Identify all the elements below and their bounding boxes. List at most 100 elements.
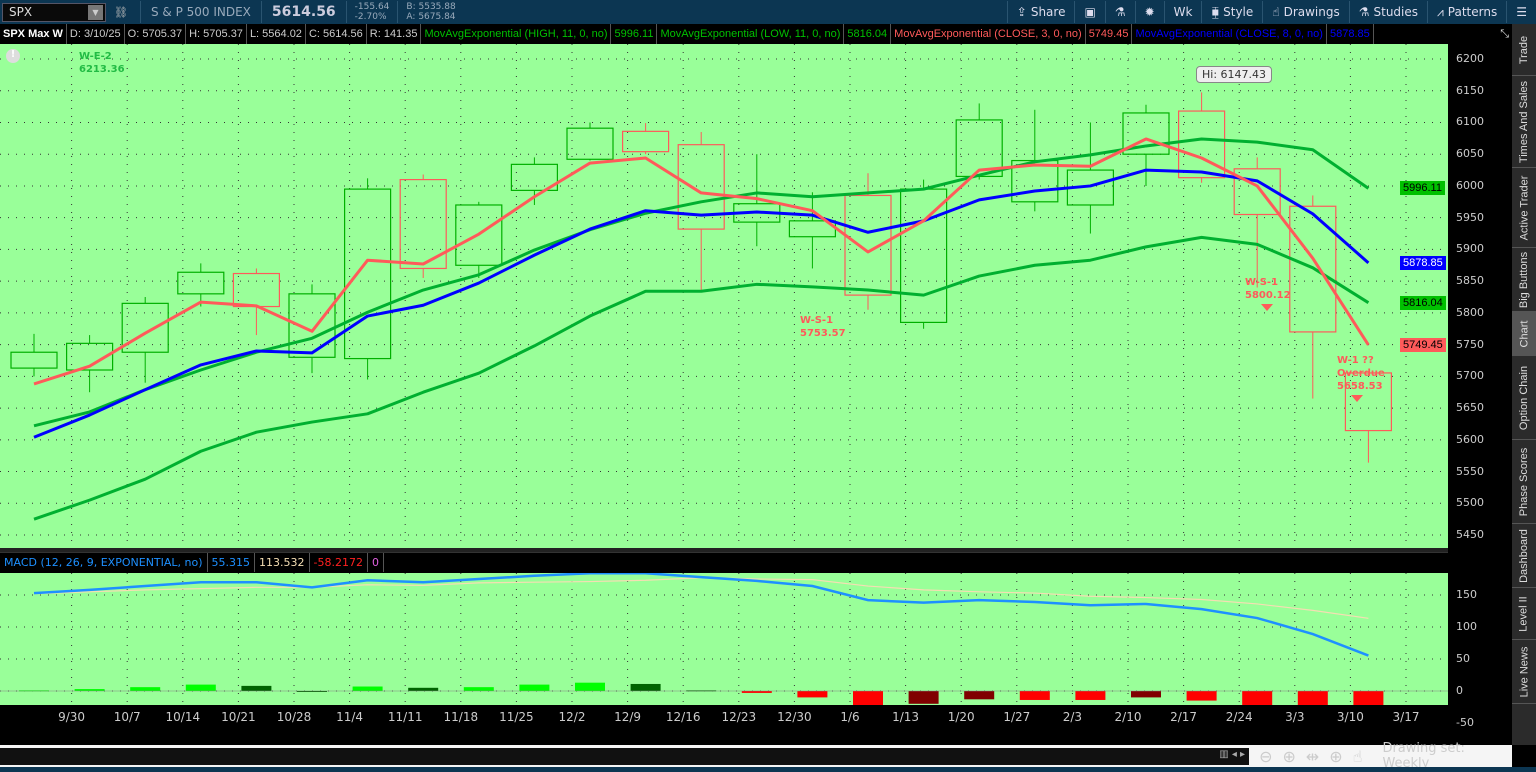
legend-high: H: 5705.37: [186, 24, 247, 44]
sidebar-tab-chart[interactable]: Chart: [1512, 312, 1536, 356]
histogram-bar: [463, 687, 494, 691]
study-ema-close3[interactable]: MovAvgExponential (CLOSE, 3, 0, no): [891, 24, 1086, 44]
macd-avg: 113.532: [255, 553, 310, 572]
macd-tick: 150: [1456, 588, 1477, 601]
sidebar-tab-times-and-sales[interactable]: Times And Sales: [1512, 76, 1536, 168]
date-tick: 12/16: [665, 710, 701, 724]
settings-button[interactable]: ✹: [1134, 1, 1164, 23]
date-tick: 10/14: [165, 710, 201, 724]
crosshair-icon[interactable]: ⊕: [1329, 746, 1343, 766]
study-ema-low[interactable]: MovAvgExponential (LOW, 11, 0, no): [657, 24, 845, 44]
candle: [344, 188, 392, 360]
sidebar-tab-big-buttons[interactable]: Big Buttons: [1512, 248, 1536, 312]
price-tick: 6200: [1456, 52, 1484, 65]
symbol-selector[interactable]: SPX ▼: [2, 2, 106, 22]
candle: [1122, 112, 1170, 155]
histogram-bar: [1353, 691, 1384, 729]
share-button[interactable]: ⇪ Share: [1006, 1, 1075, 23]
panel-divider[interactable]: [0, 548, 1448, 552]
study-ema-close8[interactable]: MovAvgExponential (CLOSE, 8, 0, no): [1132, 24, 1327, 44]
macd-tick: 0: [1456, 684, 1463, 697]
ema-close-8-line: [33, 168, 1370, 439]
histogram-bar: [1131, 691, 1161, 698]
price-plot: [0, 44, 1448, 548]
chevron-down-icon[interactable]: ▼: [88, 4, 103, 20]
price-tick: 6150: [1456, 83, 1484, 97]
date-axis[interactable]: 9/30 10/7 10/14 10/21 10/28 11/4 11/11 11/18 11/…: [0, 705, 1448, 728]
sidebar-tab-label: Option Chain: [1518, 365, 1530, 430]
flask-button[interactable]: ⚗: [1104, 1, 1135, 23]
histogram-bar: [908, 691, 939, 704]
sidebar-tab-label: Phase Scores: [1518, 447, 1531, 516]
ema-low-11-line: [33, 235, 1370, 521]
studies-button[interactable]: ⚗ Studies: [1348, 1, 1427, 23]
histogram-bar: [1242, 691, 1273, 706]
macd-label[interactable]: MACD (12, 26, 9, EXPONENTIAL, no): [0, 553, 208, 572]
pan-icon[interactable]: ⇹: [1305, 746, 1320, 766]
histogram-bar: [519, 684, 550, 691]
flask-icon: ⚗: [1358, 5, 1370, 19]
candle: [65, 342, 114, 371]
histogram-bar: [1075, 691, 1106, 700]
timeframe-button[interactable]: Wk: [1163, 1, 1202, 23]
study-ema-low-value: 5816.04: [844, 24, 892, 44]
down-triangle-icon: [1261, 304, 1273, 311]
histogram-bar: [130, 687, 161, 691]
sidebar-tab-dashboard[interactable]: Dashboard: [1512, 524, 1536, 588]
info-icon[interactable]: !: [6, 49, 20, 63]
menu-button[interactable]: ☰: [1506, 1, 1536, 23]
histogram-bar: [1186, 691, 1217, 701]
bid: B: 5535.88: [406, 2, 456, 12]
symbol-name: S & P 500 INDEX: [150, 5, 251, 19]
down-triangle-icon: [1351, 395, 1363, 402]
symbol-value: SPX: [9, 5, 33, 19]
date-tick: 11/11: [387, 710, 423, 724]
histogram-bar: [1019, 691, 1050, 700]
candle: [1233, 168, 1281, 216]
price-tick: 5700: [1456, 369, 1484, 383]
legend-close: C: 5614.56: [306, 24, 367, 44]
price-tick: 5900: [1456, 242, 1484, 256]
macd-zero: 0: [368, 553, 384, 572]
hand-icon[interactable]: ☝: [1352, 746, 1363, 766]
price-axis[interactable]: 6200 6150 6100 6050 6000 5950 5900 5850 5800 5750…: [1448, 44, 1512, 729]
sidebar-tab-option-chain[interactable]: Option Chain: [1512, 356, 1536, 440]
date-tick: 10/21: [221, 710, 256, 724]
sidebar-tab-label: Active Trader: [1518, 175, 1530, 240]
candle: [399, 178, 447, 270]
sidebar-tab-label: Trade: [1518, 35, 1531, 64]
price-tick: 5600: [1456, 432, 1484, 446]
candle: [288, 293, 336, 358]
patterns-button[interactable]: ⩘ Patterns: [1427, 1, 1506, 23]
zoom-in-icon[interactable]: ⊕: [1282, 746, 1296, 766]
histogram-bar: [741, 691, 772, 693]
histogram-bar: [241, 685, 272, 691]
candle: [510, 163, 558, 191]
candle: [121, 302, 169, 353]
horizontal-scrollbar[interactable]: ▥ ◂ ▸: [0, 747, 1250, 765]
style-button[interactable]: ⧯ Style: [1201, 1, 1262, 23]
histogram-bar: [74, 689, 105, 691]
sidebar-tab-trade[interactable]: Trade: [1512, 24, 1536, 76]
collapse-icon[interactable]: ⤡: [1500, 28, 1509, 40]
sidebar-tab-live-news[interactable]: Live News: [1512, 640, 1536, 704]
scroll-arrows-icon[interactable]: ▥ ◂ ▸: [1219, 748, 1246, 760]
sidebar-tab-active-trader[interactable]: Active Trader: [1512, 168, 1536, 248]
candle: [232, 272, 280, 308]
candle: [677, 144, 725, 230]
zoom-out-icon[interactable]: ⊖: [1259, 746, 1273, 766]
date-tick: 3/3: [1285, 710, 1305, 724]
sidebar-tab-phase-scores[interactable]: Phase Scores: [1512, 440, 1536, 524]
sidebar-tab-level-ii[interactable]: Level II: [1512, 588, 1536, 640]
price-tick: 5450: [1456, 528, 1484, 542]
sidebar-tab-label: Times And Sales: [1518, 80, 1531, 163]
link-icon[interactable]: ⛓: [114, 5, 128, 19]
legend-low: L: 5564.02: [247, 24, 306, 44]
date-tick: 2/10: [1114, 710, 1142, 724]
drawings-button[interactable]: ☝ Drawings: [1262, 1, 1348, 23]
macd-chart[interactable]: [0, 571, 1448, 729]
study-ema-high[interactable]: MovAvgExponential (HIGH, 11, 0, no): [421, 24, 612, 44]
price-chart[interactable]: ! W-E-2 6213.36 W-S-1 5753.57 W-S-1 5800.12…: [0, 44, 1448, 548]
last-price: 5614.56: [271, 4, 336, 20]
alert-button[interactable]: ▣: [1074, 1, 1104, 23]
